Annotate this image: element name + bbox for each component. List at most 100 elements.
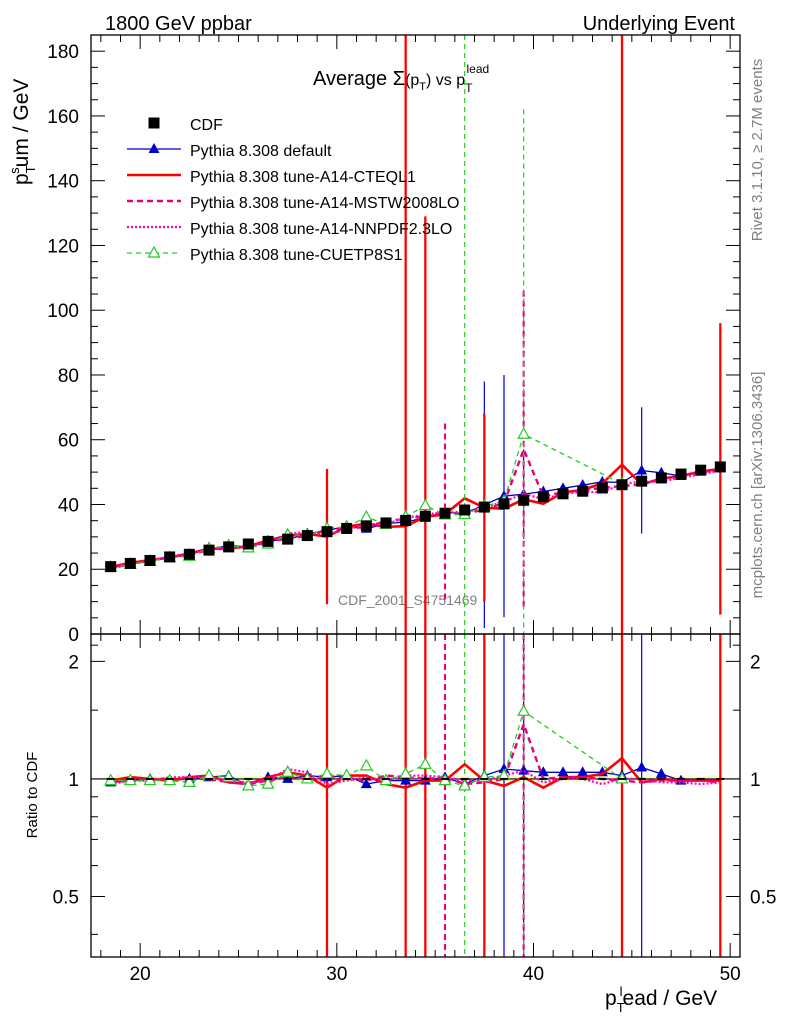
ratio-point-default [498,763,510,774]
legend-marker-default [148,143,160,153]
legend-marker-cuet [147,245,161,258]
data-point-cdf [714,461,726,473]
data-point-cdf [223,541,235,553]
data-point-cdf [636,475,648,487]
data-point-cdf [105,561,117,573]
data-point-cdf [655,472,667,484]
ratio-point-cuet [458,778,472,791]
x-tick-label: 30 [326,964,347,985]
y-tick-label: 60 [58,431,79,452]
data-point-cdf [400,514,412,526]
axes: 0 20 40 60 80 100 120 140 160 180 20 30 40 50 0.5 0.5 1 1… [47,34,776,985]
ratio-point-cuet [359,758,373,771]
data-point-cdf [144,555,156,567]
data-point-cdf [360,520,372,532]
y-tick-label: 0 [68,625,79,646]
ratio-frame [90,633,741,958]
data-point-cdf [341,522,353,534]
legend-label: Pythia 8.308 tune-A14-MSTW2008LO [190,195,459,212]
legend-label: Pythia 8.308 tune-A14-CTEQL1 [190,169,416,186]
legend-label: CDF [190,117,223,134]
ratio-point-default [360,778,372,789]
x-tick-label: 40 [523,964,544,985]
data-point-cdf [695,464,707,476]
ratio-line-cuet [110,710,623,787]
data-point-cdf [203,544,215,556]
data-point-cdf [616,479,628,491]
point-cuet [517,426,531,439]
data-point-cdf [498,498,510,510]
y-tick-label: 20 [58,560,79,581]
data-point-cdf [419,510,431,522]
point-default [636,464,648,475]
point-cuet [359,509,373,522]
x-tick-label: 50 [720,964,741,985]
main-frame [90,34,741,635]
data-point-cdf [321,526,333,538]
data-point-cdf [262,535,274,547]
data-point-cdf [282,533,294,545]
data-point-cdf [557,488,569,500]
x-axis-label: pTlead / GeV [605,984,717,1015]
point-cuet [418,498,432,511]
ratio-y-tick-label-right: 2 [750,652,761,673]
ratio-point-cuet [418,757,432,769]
data-point-cdf [518,494,530,506]
data-point-cdf [183,548,195,560]
legend-marker-cdf [148,117,160,129]
header-left: 1800 GeV ppbar [105,13,252,35]
ratio-plot [91,634,740,957]
y-tick-label: 40 [58,495,79,516]
ratio-y-tick-label: 2 [68,652,79,673]
ratio-point-default [537,766,549,777]
series-line-cuet [110,433,623,568]
rivet-label: Rivet 3.1.10, ≥ 2.7M events [749,59,766,242]
ratio-y-tick-label-right: 0.5 [750,888,776,909]
analysis-label: CDF_2001_S4751469 [338,592,478,608]
y-tick-label: 100 [47,301,79,322]
ratio-point-default [577,766,589,777]
legend-label: Pythia 8.308 default [190,143,332,160]
ratio-point-cuet [241,778,255,791]
legend-label: Pythia 8.308 tune-A14-NNPDF2.3LO [190,221,452,238]
data-point-cdf [124,557,136,569]
ratio-point-cuet [320,766,334,779]
ratio-y-axis-label: Ratio to CDF [24,752,41,839]
chart-title: Average Σ(pT) vs pTlead [313,62,489,95]
legend: CDF Pythia 8.308 default Pythia 8.308 tune… [127,117,459,264]
ratio-point-default [636,761,648,772]
ratio-point-default [655,767,667,778]
ratio-y-tick-label: 1 [68,770,79,791]
y-tick-label: 80 [58,366,79,387]
ratio-point-cuet [517,704,531,716]
legend-label: Pythia 8.308 tune-CUETP8S1 [190,247,403,264]
y-tick-label: 160 [47,107,79,128]
data-point-cdf [596,482,608,494]
data-point-cdf [537,491,549,503]
y-tick-label: 140 [47,172,79,193]
main-plot [104,35,726,634]
y-tick-label: 120 [47,236,79,257]
ratio-y-tick-label: 0.5 [53,888,79,909]
data-point-cdf [439,507,451,519]
ratio-point-cuet [281,765,295,777]
x-tick-label: 20 [130,964,151,985]
data-point-cdf [380,517,392,529]
data-point-cdf [242,538,254,550]
data-point-cdf [164,551,176,563]
y-axis-label: pTsum / GeV [7,79,38,185]
ratio-point-default [557,766,569,777]
data-point-cdf [301,530,313,542]
y-tick-label: 180 [47,42,79,63]
header-right: Underlying Event [583,13,736,35]
data-point-cdf [459,504,471,516]
ratio-point-cuet [261,776,275,789]
ratio-point-cuet [399,766,413,779]
ratio-y-tick-label-right: 1 [750,770,761,791]
data-point-cdf [478,501,490,513]
data-point-cdf [577,485,589,497]
ratio-point-cuet [182,775,196,787]
data-point-cdf [675,468,687,480]
mcplots-label: mcplots.cern.ch [arXiv:1306.3436] [749,372,766,599]
